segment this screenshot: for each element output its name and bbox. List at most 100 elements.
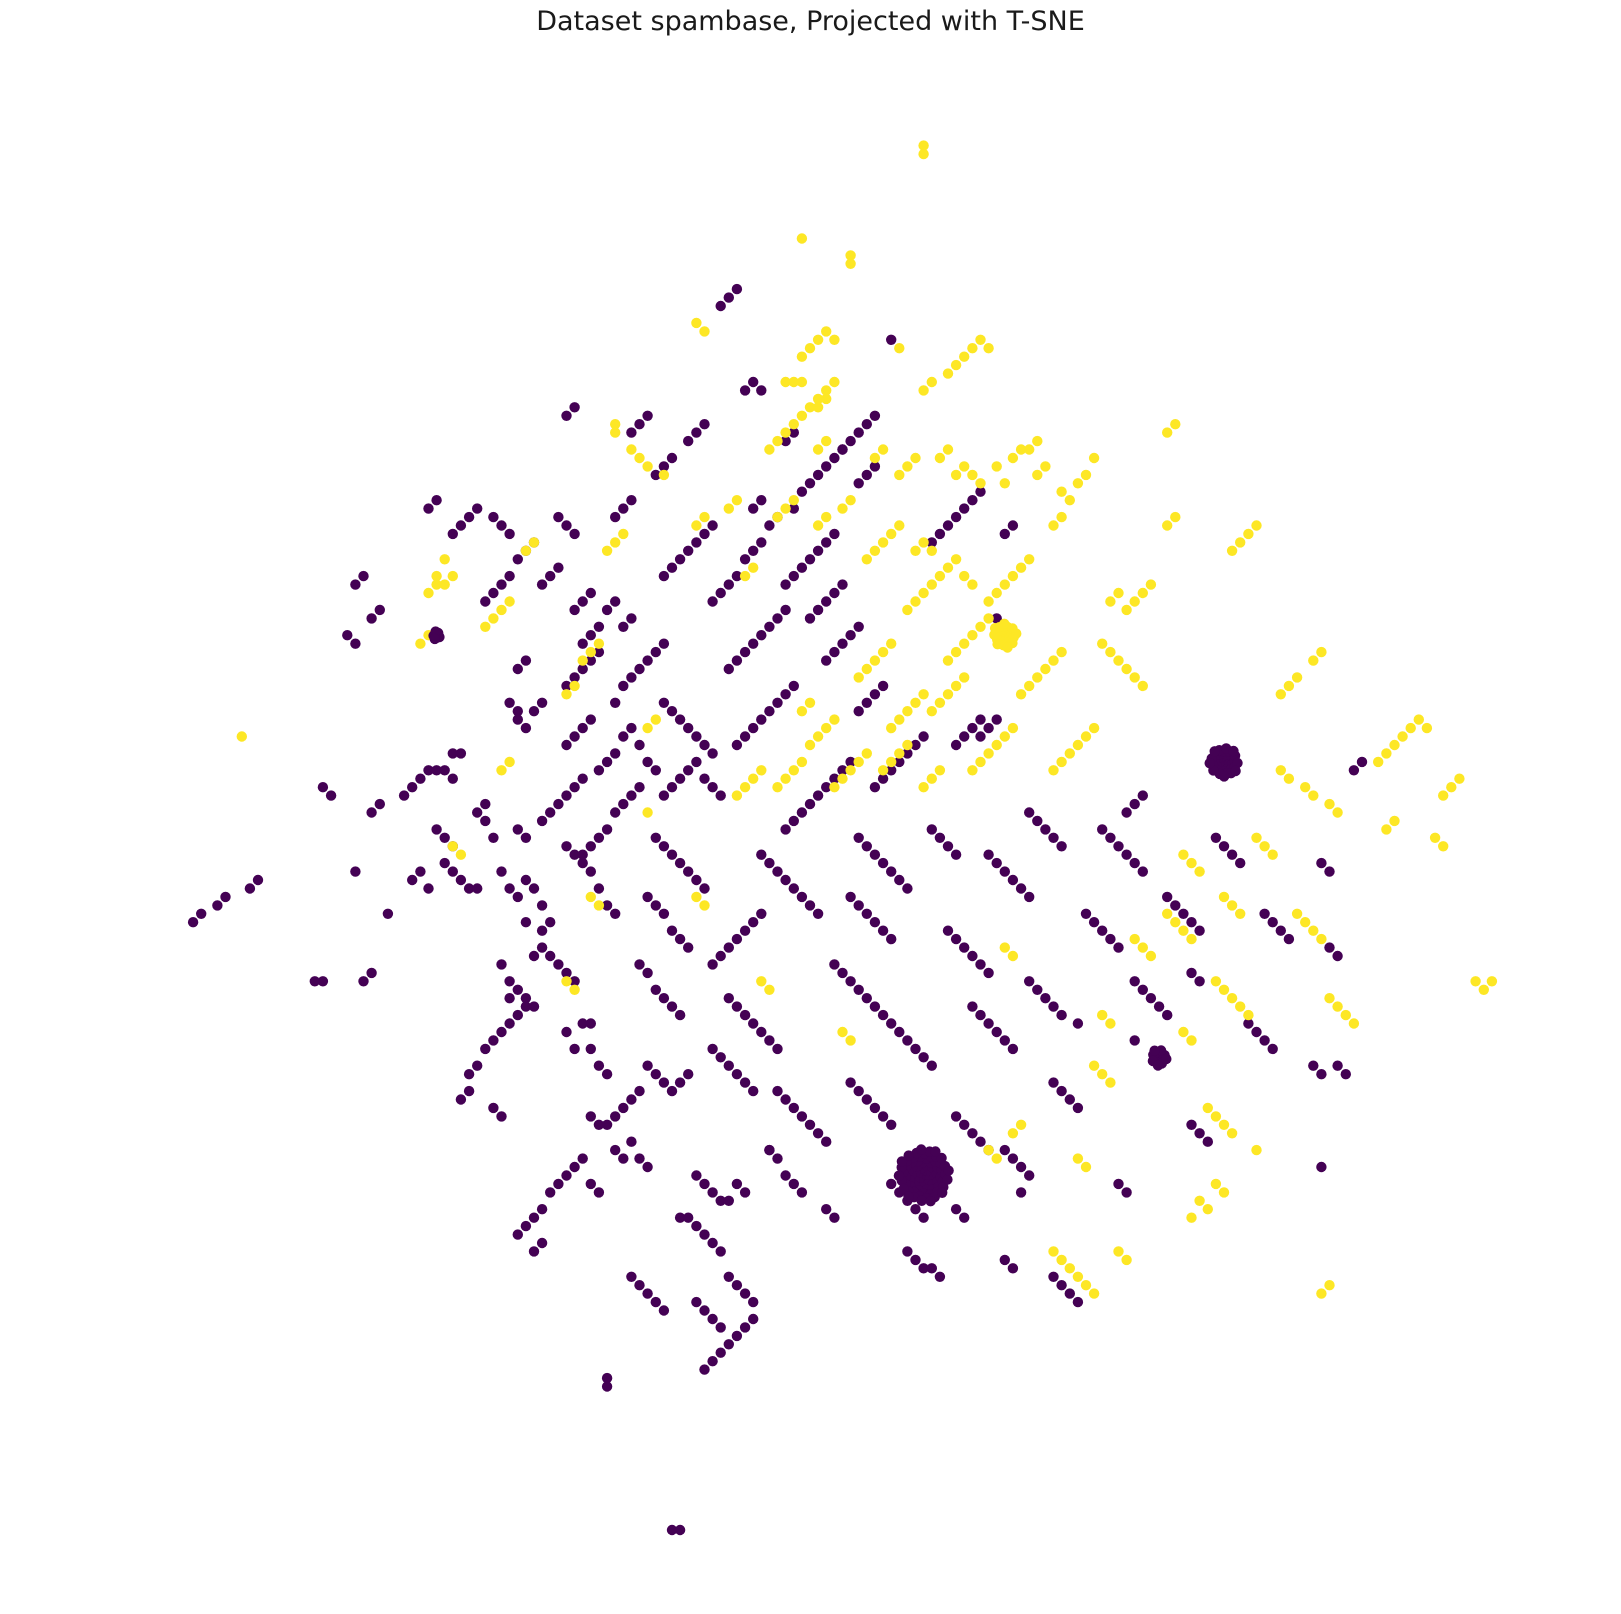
scatter-point-1-105 xyxy=(1283,773,1295,784)
scatter-point-0-353 xyxy=(488,1035,499,1046)
scatter-point-0-460 xyxy=(1080,908,1092,919)
scatter-point-0-473 xyxy=(1121,849,1132,860)
scatter-point-0-469 xyxy=(1162,1009,1173,1021)
scatter-point-1-243 xyxy=(585,646,596,658)
scatter-point-0-251 xyxy=(788,815,799,827)
scatter-point-0-144 xyxy=(577,849,588,860)
scatter-point-0-121 xyxy=(731,1178,743,1190)
scatter-point-1-19 xyxy=(796,410,808,421)
scatter-point-0-481 xyxy=(926,824,937,835)
scatter-point-0-179 xyxy=(699,739,710,751)
scatter-point-0-65 xyxy=(545,807,556,818)
scatter-point-0-101 xyxy=(626,1094,637,1105)
scatter-point-1-197 xyxy=(942,655,954,666)
scatter-point-0-363 xyxy=(496,1111,507,1122)
scatter-point-0-229 xyxy=(780,1094,791,1105)
scatter-point-1-124 xyxy=(1137,942,1149,953)
scatter-point-1-270 xyxy=(569,984,580,995)
scatter-point-0-516 xyxy=(1251,1026,1262,1038)
scatter-point-0-421 xyxy=(877,1111,889,1122)
scatter-point-0-215 xyxy=(723,993,734,1004)
scatter-point-0-5 xyxy=(252,874,264,886)
scatter-point-0-269 xyxy=(739,646,751,658)
scatter-point-1-17 xyxy=(821,385,832,396)
scatter-point-0-440 xyxy=(950,933,962,945)
scatter-point-0-531 xyxy=(853,706,864,717)
scatter-point-0-228 xyxy=(772,1085,783,1097)
scatter-point-1-90 xyxy=(1121,663,1132,675)
scatter-point-0-120 xyxy=(723,1195,734,1207)
scatter-point-0-365 xyxy=(553,1178,564,1190)
scatter-point-0-226 xyxy=(739,1077,751,1088)
scatter-point-0-156 xyxy=(626,722,637,734)
scatter-point-0-517 xyxy=(1259,1035,1270,1046)
scatter-point-1-219 xyxy=(853,672,864,683)
scatter-point-0-526 xyxy=(1235,857,1246,869)
scatter-point-0-233 xyxy=(812,1128,824,1139)
scatter-point-1-296 xyxy=(886,756,897,768)
scatter-point-0-573 xyxy=(959,503,970,514)
scatter-point-0-453 xyxy=(1040,993,1051,1004)
scatter-point-0-245 xyxy=(780,874,791,886)
scatter-point-1-160 xyxy=(1015,1119,1027,1131)
scatter-point-1-313 xyxy=(1218,1187,1230,1198)
scatter-point-1-217 xyxy=(926,579,937,590)
scatter-point-0-500 xyxy=(934,1271,946,1283)
scatter-point-1-63 xyxy=(788,495,799,506)
scatter-point-1-18 xyxy=(829,376,840,388)
scatter-point-1-321 xyxy=(1105,1077,1116,1088)
scatter-point-0-583 xyxy=(983,722,994,734)
scatter-point-0-524 xyxy=(1218,841,1230,852)
scatter-point-1-45 xyxy=(910,452,921,464)
scatter-point-0-253 xyxy=(804,798,816,810)
scatter-point-0-190 xyxy=(658,841,670,852)
scatter-point-0-290 xyxy=(804,478,816,489)
scatter-point-0-312 xyxy=(658,461,670,472)
scatter-point-0-512 xyxy=(1186,1119,1197,1131)
scatter-point-0-3 xyxy=(220,891,231,903)
scatter-point-0-579 xyxy=(991,613,1002,624)
scatter-point-1-252 xyxy=(528,537,540,548)
scatter-point-1-92 xyxy=(1137,680,1149,692)
scatter-point-0-219 xyxy=(756,1026,767,1038)
scatter-point-0-559 xyxy=(723,292,734,303)
scatter-point-1-272 xyxy=(610,537,621,548)
scatter-point-1-236 xyxy=(748,773,759,784)
scatter-point-0-232 xyxy=(804,1119,816,1131)
scatter-point-0-80 xyxy=(553,959,564,970)
scatter-point-1-55 xyxy=(1040,461,1051,472)
scatter-point-0-527 xyxy=(1308,1060,1319,1071)
cluster-point-1-34 xyxy=(1232,757,1243,769)
scatter-point-0-561 xyxy=(837,444,848,455)
scatter-point-0-441 xyxy=(959,942,970,953)
scatter-point-0-68 xyxy=(569,782,580,793)
scatter-point-0-405 xyxy=(869,849,881,860)
scatter-point-0-170 xyxy=(601,604,613,616)
scatter-point-1-215 xyxy=(910,596,921,607)
scatter-point-1-193 xyxy=(837,773,848,784)
scatter-point-0-308 xyxy=(610,511,621,523)
scatter-point-0-410 xyxy=(869,782,881,793)
scatter-point-1-119 xyxy=(1316,933,1327,945)
scatter-point-0-459 xyxy=(1072,1102,1084,1114)
cluster-point-0-76 xyxy=(943,1165,954,1176)
scatter-point-0-150 xyxy=(626,790,637,801)
scatter-point-0-204 xyxy=(650,984,661,995)
scatter-point-0-38 xyxy=(496,866,507,877)
scatter-point-0-309 xyxy=(618,503,629,514)
scatter-point-0-397 xyxy=(886,1018,897,1029)
scatter-point-1-154 xyxy=(1088,1288,1100,1299)
scatter-point-1-280 xyxy=(861,554,872,565)
scatter-point-0-159 xyxy=(650,765,661,776)
scatter-point-1-49 xyxy=(959,461,970,472)
scatter-point-0-422 xyxy=(886,1119,897,1131)
scatter-point-0-523 xyxy=(1210,832,1222,843)
scatter-point-0-208 xyxy=(707,959,718,970)
scatter-point-0-541 xyxy=(837,638,848,649)
scatter-point-0-314 xyxy=(626,427,637,438)
scatter-point-0-43 xyxy=(536,900,548,911)
scatter-point-0-1 xyxy=(196,908,207,919)
scatter-point-0-461 xyxy=(1088,917,1100,928)
scatter-point-0-329 xyxy=(553,511,564,523)
